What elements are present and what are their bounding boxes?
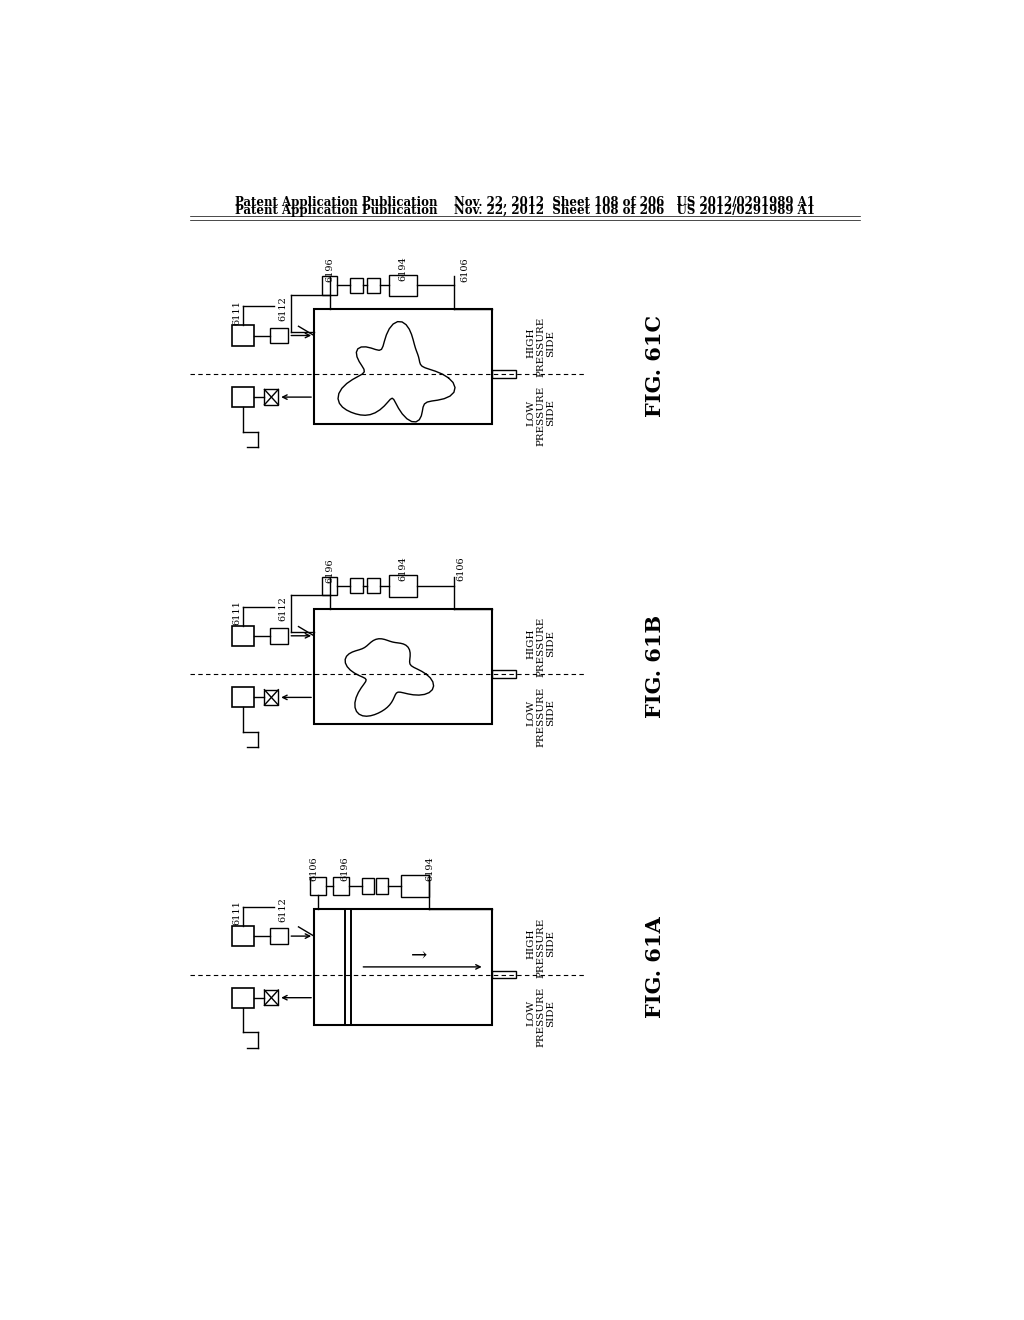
Bar (334, 876, 349, 895)
Bar (270, 928, 289, 944)
Bar (493, 370, 515, 378)
Bar (368, 578, 380, 594)
Text: SIDE: SIDE (546, 999, 555, 1027)
Text: FIG. 61A: FIG. 61A (645, 916, 665, 1018)
Text: 6106: 6106 (461, 257, 470, 282)
Text: 6111: 6111 (232, 601, 241, 626)
Text: 6112: 6112 (279, 597, 288, 622)
Bar (231, 387, 254, 407)
Text: FIG. 61B: FIG. 61B (645, 615, 665, 718)
Text: PRESSURE: PRESSURE (537, 917, 546, 978)
Text: Patent Application Publication    Nov. 22, 2012  Sheet 108 of 206   US 2012/0291: Patent Application Publication Nov. 22, … (234, 205, 815, 218)
Bar (350, 277, 362, 293)
Bar (322, 276, 337, 294)
Text: HIGH: HIGH (526, 928, 536, 960)
Bar (231, 626, 254, 645)
Text: Patent Application Publication    Nov. 22, 2012  Sheet 108 of 206   US 2012/0291: Patent Application Publication Nov. 22, … (234, 195, 815, 209)
Text: →: → (411, 946, 427, 965)
Bar (231, 987, 254, 1007)
Bar (345, 909, 351, 1024)
Bar (400, 875, 429, 896)
Text: PRESSURE: PRESSURE (537, 387, 546, 446)
Bar (389, 275, 417, 296)
Bar (350, 578, 362, 594)
Bar (376, 878, 388, 894)
Bar (322, 577, 337, 595)
Bar (493, 970, 515, 978)
Text: 6194: 6194 (426, 857, 435, 882)
Text: LOW: LOW (526, 700, 536, 726)
Text: PRESSURE: PRESSURE (537, 317, 546, 378)
Bar (264, 990, 279, 1006)
Bar (310, 876, 326, 895)
Text: SIDE: SIDE (546, 630, 555, 657)
Text: 6194: 6194 (398, 557, 408, 581)
Text: 6196: 6196 (325, 257, 334, 282)
Text: LOW: LOW (526, 1001, 536, 1026)
Bar (493, 671, 515, 678)
Bar (231, 927, 254, 946)
Text: 6194: 6194 (398, 256, 408, 281)
Bar (314, 909, 493, 1024)
Text: 6106: 6106 (309, 857, 318, 882)
Bar (264, 689, 279, 705)
Bar (264, 389, 279, 405)
Text: 6112: 6112 (279, 896, 288, 921)
Text: 6196: 6196 (341, 857, 349, 882)
Bar (345, 909, 351, 1024)
Bar (231, 326, 254, 346)
Text: SIDE: SIDE (546, 399, 555, 426)
Bar (368, 277, 380, 293)
Text: PRESSURE: PRESSURE (537, 987, 546, 1047)
Bar (231, 688, 254, 708)
Text: SIDE: SIDE (546, 700, 555, 726)
Text: FIG. 61C: FIG. 61C (645, 315, 665, 417)
Text: PRESSURE: PRESSURE (537, 618, 546, 677)
Text: PRESSURE: PRESSURE (537, 686, 546, 747)
Bar (270, 628, 289, 644)
Text: 6106: 6106 (457, 557, 466, 581)
Text: 6111: 6111 (232, 900, 241, 925)
Text: LOW: LOW (526, 400, 536, 425)
Bar (270, 327, 289, 343)
Text: SIDE: SIDE (546, 931, 555, 957)
Text: HIGH: HIGH (526, 628, 536, 659)
Text: 6111: 6111 (232, 300, 241, 325)
Text: SIDE: SIDE (546, 330, 555, 356)
Bar (314, 309, 493, 424)
Text: 6196: 6196 (325, 558, 334, 582)
Bar (314, 609, 493, 725)
Text: 6112: 6112 (279, 296, 288, 321)
Bar (362, 878, 375, 894)
Bar (389, 576, 417, 597)
Text: HIGH: HIGH (526, 327, 536, 359)
